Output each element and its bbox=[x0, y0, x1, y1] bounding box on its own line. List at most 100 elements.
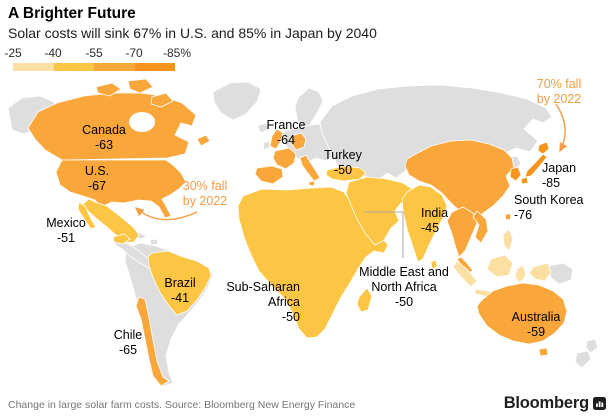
region-value: -50 bbox=[394, 295, 414, 309]
region-name: U.S. bbox=[84, 164, 110, 178]
legend-swatch-1 bbox=[13, 63, 54, 71]
region-name: Japan bbox=[542, 161, 577, 175]
region-france bbox=[272, 147, 297, 170]
region-greenland bbox=[212, 81, 262, 121]
region-japan-kyushu bbox=[520, 176, 529, 185]
region-value: -63 bbox=[94, 138, 114, 152]
region-name: Middle East and North Africa bbox=[359, 265, 449, 294]
region-australia bbox=[476, 282, 568, 345]
legend-tick-3: -55 bbox=[85, 46, 103, 60]
region-value: -65 bbox=[118, 343, 138, 357]
region-iceland bbox=[256, 122, 270, 134]
region-ireland bbox=[262, 140, 271, 151]
region-newfoundland bbox=[196, 134, 211, 147]
region-india bbox=[401, 184, 448, 263]
region-name: India bbox=[421, 206, 449, 220]
region-borneo bbox=[486, 254, 514, 278]
region-new-guinea-east bbox=[548, 262, 574, 285]
region-italy bbox=[299, 154, 321, 182]
region-sumatra bbox=[452, 260, 478, 288]
legend: -25 -40 -55 -70 -85% bbox=[0, 46, 220, 76]
region-new-zealand-south bbox=[574, 350, 592, 369]
region-value: -41 bbox=[170, 291, 190, 305]
legend-tick-2: -40 bbox=[44, 46, 62, 60]
region-middle-east bbox=[345, 176, 420, 246]
region-africa bbox=[237, 186, 389, 339]
region-value: -76 bbox=[514, 208, 533, 222]
region-tasmania bbox=[538, 347, 549, 357]
region-sri-lanka bbox=[430, 259, 438, 270]
region-brazil bbox=[147, 250, 212, 316]
region-value: -51 bbox=[56, 231, 76, 245]
region-central-america bbox=[113, 239, 154, 269]
region-name: Australia bbox=[511, 310, 561, 324]
map-label-sub-saharan-africa: Sub-Saharan Africa -50 bbox=[208, 280, 300, 325]
region-name: Turkey bbox=[324, 148, 362, 162]
map-label-mexico: Mexico -51 bbox=[46, 216, 86, 246]
map-label-india: India -45 bbox=[421, 206, 448, 236]
page-title: A Brighter Future bbox=[8, 5, 136, 22]
map-label-us: U.S. -67 bbox=[85, 164, 109, 194]
bloomberg-logo: Bloomberg bbox=[504, 394, 606, 413]
region-japan-honshu bbox=[524, 153, 548, 178]
legend-color-bar bbox=[13, 63, 175, 71]
annotation-line: by 2022 bbox=[536, 91, 582, 106]
region-new-zealand-north bbox=[585, 338, 599, 354]
map-label-australia: Australia -59 bbox=[512, 310, 561, 340]
region-canada-island-3 bbox=[150, 92, 174, 108]
region-baja bbox=[77, 201, 97, 230]
region-uk bbox=[269, 128, 284, 150]
annotation-japan-2022: 70% fall by 2022 bbox=[537, 77, 581, 106]
region-new-guinea-west bbox=[528, 262, 552, 282]
legend-swatch-2 bbox=[53, 63, 94, 71]
region-value: -45 bbox=[421, 221, 440, 235]
annotation-line: by 2022 bbox=[182, 193, 228, 208]
map-label-middle-east-north-africa: Middle East and North Africa -50 bbox=[352, 265, 456, 310]
japan-annotation-arrow bbox=[555, 103, 568, 153]
region-name: Mexico bbox=[46, 216, 86, 230]
us-annotation-arrow bbox=[134, 207, 198, 221]
source-note: Change in large solar farm costs. Source… bbox=[8, 399, 356, 411]
legend-tick-1: -25 bbox=[4, 46, 22, 60]
region-us bbox=[55, 159, 187, 219]
region-name: South Korea bbox=[514, 193, 584, 207]
region-taiwan bbox=[504, 212, 512, 221]
legend-tick-5: -85% bbox=[162, 46, 192, 60]
legend-tick-4: -70 bbox=[125, 46, 143, 60]
hudson-bay bbox=[129, 112, 155, 132]
region-name: Brazil bbox=[164, 276, 196, 290]
map-label-france: France -64 bbox=[267, 118, 306, 148]
region-madagascar bbox=[356, 287, 373, 313]
annotation-us-2022: 30% fall by 2022 bbox=[183, 179, 227, 208]
map-label-turkey: Turkey -50 bbox=[324, 148, 362, 178]
region-value: -85 bbox=[542, 176, 561, 190]
region-chile bbox=[135, 296, 170, 387]
region-name: France bbox=[266, 118, 306, 132]
region-iberia bbox=[254, 165, 284, 185]
region-scandinavia bbox=[294, 87, 324, 132]
region-value: -50 bbox=[281, 310, 300, 324]
region-canada-island-1 bbox=[95, 82, 122, 97]
map-label-canada: Canada -63 bbox=[82, 123, 126, 153]
region-value: -50 bbox=[333, 163, 353, 177]
region-hispaniola bbox=[149, 238, 159, 246]
bloomberg-mark-icon bbox=[593, 397, 606, 410]
annotation-line: 70% fall bbox=[536, 77, 582, 91]
region-canada-island-2 bbox=[127, 78, 154, 94]
region-china bbox=[404, 139, 515, 219]
region-yucatan bbox=[112, 233, 131, 245]
region-value: -67 bbox=[87, 179, 107, 193]
legend-swatch-3 bbox=[94, 63, 135, 71]
region-germany bbox=[290, 132, 307, 151]
annotation-line: 30% fall bbox=[182, 179, 228, 193]
region-value: -59 bbox=[526, 325, 546, 339]
region-sicily bbox=[308, 180, 316, 187]
legend-swatch-4 bbox=[134, 63, 175, 71]
page-subtitle: Solar costs will sink 67% in U.S. and 85… bbox=[8, 25, 377, 41]
region-japan-hokkaido bbox=[537, 141, 550, 155]
map-label-south-korea: South Korea -76 bbox=[514, 193, 584, 223]
region-name: Chile bbox=[113, 328, 143, 342]
region-sulawesi bbox=[514, 264, 527, 284]
mena-leader-line bbox=[364, 211, 404, 258]
